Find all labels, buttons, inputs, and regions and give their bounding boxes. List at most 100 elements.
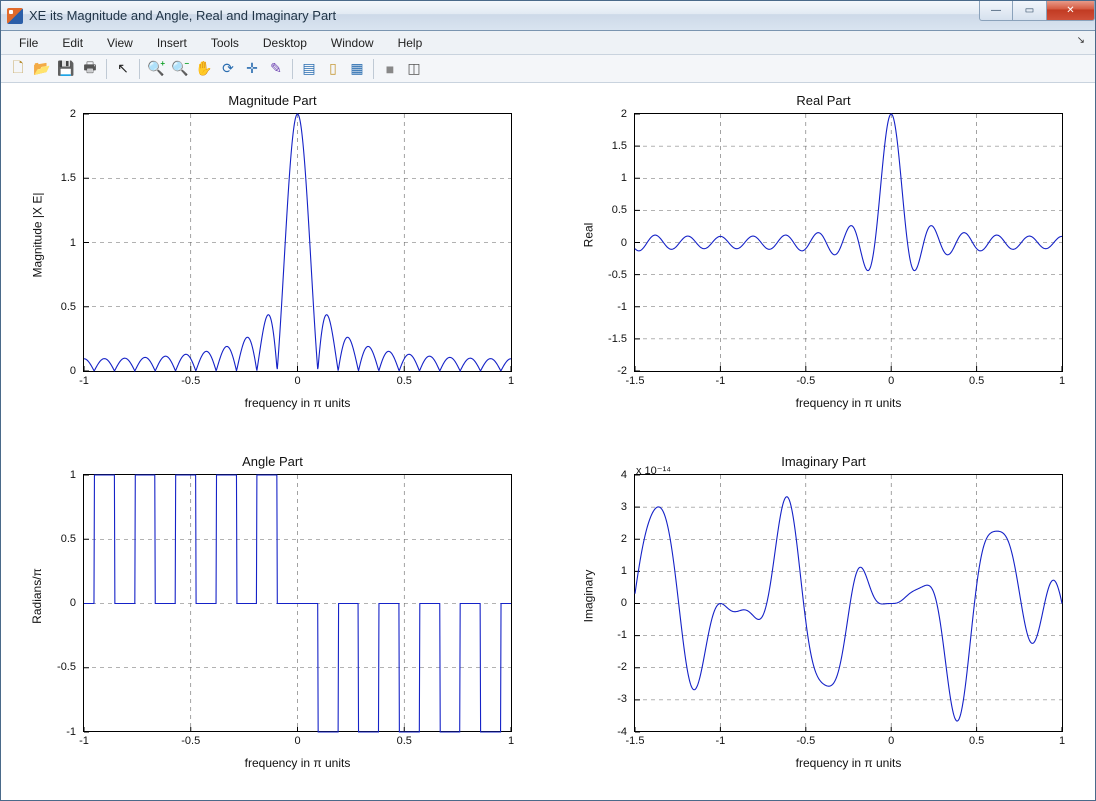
pointer-icon[interactable]: ↖ [112,58,134,80]
y-axis-label: Real [580,99,596,372]
y-tick-label: -0.5 [57,661,76,673]
x-tick-label: -1 [79,375,89,387]
toolbar-separator [373,59,374,79]
y-axis-label: Magnitude |X E| [29,99,45,372]
x-tick-label: 0 [294,375,300,387]
window-title: XE its Magnitude and Angle, Real and Ima… [29,8,979,23]
minimize-button[interactable]: — [979,1,1013,21]
menubar: FileEditViewInsertToolsDesktopWindowHelp… [1,31,1095,55]
link-plot-icon[interactable]: ▤ [298,58,320,80]
x-tick-label: -1 [79,735,89,747]
x-tick-label: -0.5 [181,735,200,747]
figure-area: Magnitude PartMagnitude |X E|-1-0.500.51… [1,83,1095,800]
menu-item-help[interactable]: Help [388,34,433,52]
axes[interactable]: -1-0.500.5100.511.52 [83,113,512,372]
y-tick-label: 1.5 [61,172,76,184]
menu-item-desktop[interactable]: Desktop [253,34,317,52]
y-tick-label: -3 [617,693,627,705]
x-tick-label: 0 [294,735,300,747]
pan-icon[interactable]: ✋ [193,58,215,80]
axes[interactable]: -1-0.500.51-1-0.500.51 [83,474,512,733]
x-tick-label: -0.5 [796,735,815,747]
dock-icon[interactable]: ◫ [403,58,425,80]
open-icon[interactable]: 📂 [31,58,53,80]
subplot-grid: Magnitude PartMagnitude |X E|-1-0.500.51… [25,99,1071,776]
x-tick-label: 0.5 [397,375,412,387]
x-tick-label: 1 [1059,375,1065,387]
subplot-imaginary: Imaginary Partx 10⁻¹⁴Imaginary-1.5-1-0.5… [576,460,1071,777]
y-tick-label: 2 [621,108,627,120]
rotate-icon[interactable]: ⟳ [217,58,239,80]
brush-icon[interactable]: ✎ [265,58,287,80]
y-tick-label: -2 [617,661,627,673]
x-tick-label: -1 [716,735,726,747]
plot-svg [84,475,511,732]
x-tick-label: -1 [716,375,726,387]
data-cursor-icon[interactable]: ✛ [241,58,263,80]
print-icon[interactable]: 🖶 [79,58,101,80]
x-tick-label: -0.5 [181,375,200,387]
chart-title: Real Part [576,93,1071,108]
legend-icon[interactable]: ▦ [346,58,368,80]
x-tick-label: 1 [508,375,514,387]
plot-svg [635,114,1062,371]
save-icon[interactable]: 💾 [55,58,77,80]
y-tick-label: 0 [621,237,627,249]
matlab-icon [7,8,23,24]
y-tick-label: 0 [70,365,76,377]
x-tick-label: 0.5 [969,735,984,747]
chart-title: Angle Part [25,454,520,469]
menu-item-tools[interactable]: Tools [201,34,249,52]
menu-item-edit[interactable]: Edit [52,34,93,52]
new-figure-icon[interactable]: 🗋 [7,58,29,80]
y-tick-label: 2 [70,108,76,120]
y-tick-label: -1.5 [608,333,627,345]
x-axis-label: frequency in π units [634,396,1063,410]
y-tick-label: -4 [617,726,627,738]
toolbar-separator [106,59,107,79]
maximize-button[interactable]: ▭ [1013,1,1047,21]
chart-title: Magnitude Part [25,93,520,108]
y-axis-label: Imaginary [580,460,596,733]
y-tick-label: 1 [70,469,76,481]
menu-item-insert[interactable]: Insert [147,34,197,52]
plot-svg [635,475,1062,732]
y-tick-label: 0.5 [61,301,76,313]
titlebar[interactable]: XE its Magnitude and Angle, Real and Ima… [1,1,1095,31]
y-tick-label: 1 [621,565,627,577]
plot-svg [84,114,511,371]
y-tick-label: -1 [617,301,627,313]
y-tick-label: 4 [621,469,627,481]
subplot-angle: Angle PartRadians/π-1-0.500.51-1-0.500.5… [25,460,520,777]
colorbar-icon[interactable]: ▯ [322,58,344,80]
axes[interactable]: -1.5-1-0.500.51-4-3-2-101234 [634,474,1063,733]
hide-tools-icon[interactable]: ■ [379,58,401,80]
x-axis-label: frequency in π units [83,396,512,410]
y-axis-label: Radians/π [29,460,45,733]
x-tick-label: 0.5 [397,735,412,747]
toolbar-separator [292,59,293,79]
zoom-out-icon[interactable]: 🔍− [169,58,191,80]
axes[interactable]: -1.5-1-0.500.51-2-1.5-1-0.500.511.52 [634,113,1063,372]
x-tick-label: 0.5 [969,375,984,387]
x-tick-label: -0.5 [796,375,815,387]
y-tick-label: 0.5 [612,204,627,216]
x-axis-label: frequency in π units [83,756,512,770]
menu-item-file[interactable]: File [9,34,48,52]
y-tick-label: -1 [617,629,627,641]
menu-item-window[interactable]: Window [321,34,384,52]
y-tick-label: 1 [621,172,627,184]
y-tick-label: -0.5 [608,269,627,281]
close-button[interactable]: ✕ [1047,1,1095,21]
menu-item-view[interactable]: View [97,34,143,52]
x-tick-label: -1.5 [626,375,645,387]
zoom-in-icon[interactable]: 🔍+ [145,58,167,80]
toolbar: 🗋📂💾🖶 ↖ 🔍+🔍−✋⟳✛✎ ▤▯▦ ■◫ [1,55,1095,83]
y-tick-label: 1.5 [612,140,627,152]
y-tick-label: 3 [621,501,627,513]
x-tick-label: 1 [508,735,514,747]
y-tick-label: 0 [70,597,76,609]
x-tick-label: 1 [1059,735,1065,747]
data-series [635,114,1062,271]
menubar-overflow-icon[interactable]: ↘ [1077,35,1085,46]
